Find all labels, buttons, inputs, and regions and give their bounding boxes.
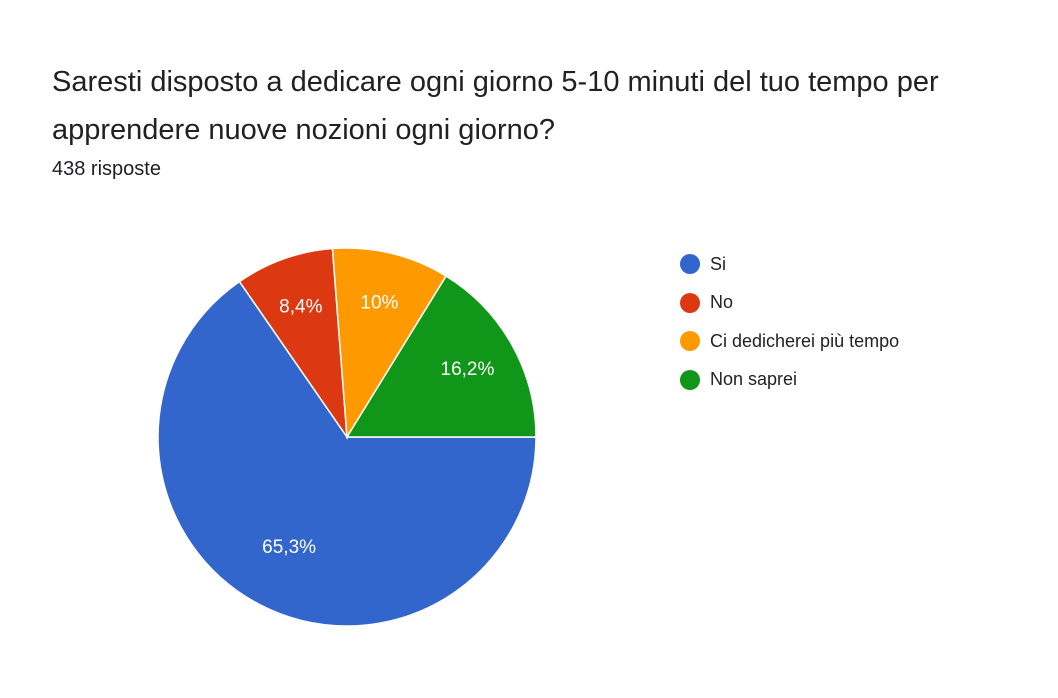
- legend-label-non-saprei: Non saprei: [710, 369, 798, 390]
- slice-label-ci-dedicherei-pi-tempo: 10%: [360, 292, 398, 313]
- response-count: 438 risposte: [52, 158, 161, 180]
- legend-swatch-no: [680, 292, 700, 313]
- legend-item-si[interactable]: Si: [680, 245, 899, 284]
- slice-label-non-saprei: 16,2%: [441, 359, 495, 380]
- chart-legend: Si No Ci dedicherei più tempo Non saprei: [680, 245, 899, 399]
- legend-item-ci-dedicherei-pi-tempo[interactable]: Ci dedicherei più tempo: [680, 322, 899, 361]
- pie-slice-si[interactable]: [157, 280, 537, 627]
- slice-label-si: 65,3%: [262, 537, 316, 558]
- legend-swatch-ci-dedicherei-pi-tempo: [680, 331, 700, 352]
- legend-swatch-non-saprei: [680, 369, 700, 390]
- legend-label-ci-dedicherei-pi-tempo: Ci dedicherei più tempo: [710, 330, 900, 351]
- slice-label-no: 8,4%: [279, 296, 322, 317]
- pie-slice-ci-dedicherei-pi-tempo[interactable]: [331, 247, 448, 440]
- legend-item-non-saprei[interactable]: Non saprei: [680, 361, 899, 400]
- legend-label-si: Si: [710, 253, 727, 274]
- chart-title: Saresti disposto a dedicare ogni giorno …: [52, 66, 939, 146]
- pie-slice-no[interactable]: [238, 247, 348, 440]
- legend-swatch-si: [680, 254, 700, 275]
- pie-slice-non-saprei[interactable]: [345, 275, 537, 438]
- legend-label-no: No: [710, 292, 734, 313]
- legend-item-no[interactable]: No: [680, 284, 899, 323]
